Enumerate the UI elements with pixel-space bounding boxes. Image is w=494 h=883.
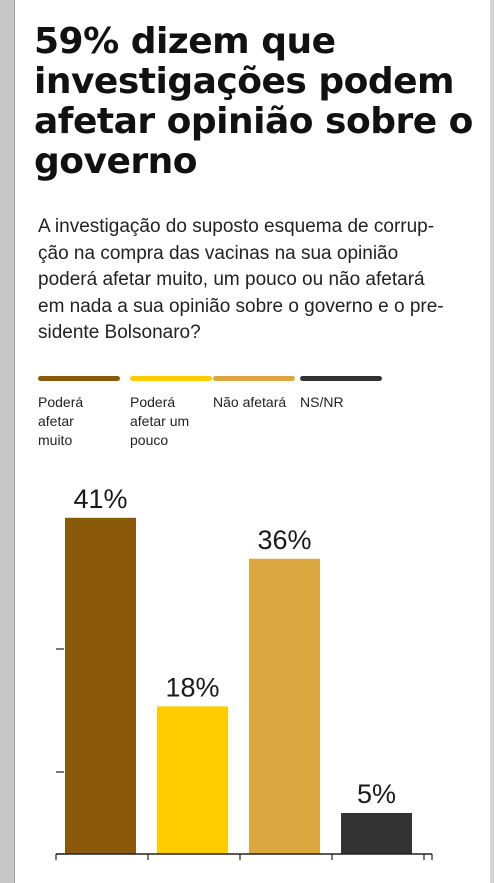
legend-item-nao-afetara: Não afetará: [213, 376, 295, 412]
chart-title: 59% dizem que investigações podem afetar…: [34, 21, 473, 182]
legend-label-line: muito: [38, 432, 73, 448]
legend-label: NS/NR: [300, 393, 382, 412]
data-label: 41%: [73, 484, 127, 514]
legend-swatch: [300, 376, 382, 381]
legend-item-nsnr: NS/NR: [300, 376, 382, 412]
subtitle-line: sidente Bolsonaro?: [38, 322, 201, 343]
legend-label-line: Não afetará: [213, 394, 287, 410]
legend-label-line: Poderá: [38, 394, 84, 410]
subtitle-line: em nada a sua opinião sobre o governo e …: [38, 295, 444, 317]
legend-label-line: NS/NR: [300, 394, 344, 410]
legend-item-pouco: Poderá afetar um pouco: [130, 376, 212, 450]
data-label: 18%: [165, 672, 219, 702]
subtitle-line: ção na compra das vacinas na sua opinião: [38, 242, 399, 264]
legend-label-line: afetar: [38, 413, 74, 429]
legend-swatch: [213, 376, 295, 381]
subtitle-line: A investigação do suposto esquema de cor…: [38, 216, 435, 237]
data-label: 5%: [357, 779, 396, 809]
data-label: 36%: [257, 525, 311, 555]
page-frame-left: [0, 0, 15, 883]
bar-chart: 41% 18% 36% 5%: [55, 484, 433, 860]
page-frame-right: [490, 0, 494, 883]
legend-label: Poderá afetar um pouco: [130, 393, 212, 450]
legend-swatch: [130, 376, 212, 381]
bar: [341, 813, 412, 854]
legend-label: Não afetará: [213, 393, 295, 412]
chart-legend: Poderá afetar muito Poderá afetar um pou…: [38, 376, 478, 456]
legend-item-muito: Poderá afetar muito: [38, 376, 120, 450]
legend-label-line: Poderá: [130, 394, 176, 410]
subtitle-line: poderá afetar muito, um pouco ou não afe…: [38, 269, 425, 290]
chart-subtitle: A investigação do suposto esquema de cor…: [38, 214, 466, 347]
bar: [65, 517, 136, 854]
bar: [157, 706, 228, 854]
legend-swatch: [38, 376, 120, 381]
legend-label-line: pouco: [130, 432, 169, 448]
legend-label: Poderá afetar muito: [38, 393, 120, 450]
legend-label-line: afetar um: [130, 413, 190, 429]
bar: [249, 558, 320, 854]
